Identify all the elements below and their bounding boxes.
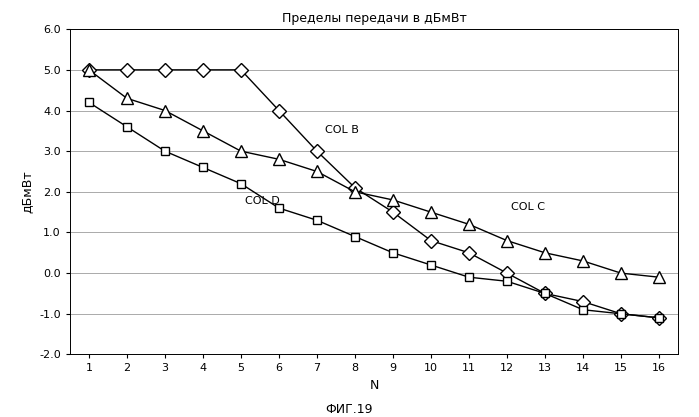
COL D xyxy=(579,307,587,312)
COL D xyxy=(655,315,663,320)
COL C xyxy=(123,96,131,101)
COL B xyxy=(617,311,625,316)
COL C xyxy=(199,128,207,133)
Text: ФИГ.19: ФИГ.19 xyxy=(326,403,373,416)
COL B xyxy=(389,210,397,215)
COL B xyxy=(351,185,359,190)
COL B xyxy=(199,67,207,73)
COL B xyxy=(237,67,245,73)
COL B xyxy=(541,291,549,296)
COL C xyxy=(312,169,321,174)
COL B xyxy=(503,271,511,276)
COL C xyxy=(389,198,397,203)
Text: COL B: COL B xyxy=(324,125,359,135)
COL B xyxy=(161,67,169,73)
COL D xyxy=(541,291,549,296)
COL D xyxy=(351,234,359,239)
COL C xyxy=(541,250,549,255)
Title: Пределы передачи в дБмВт: Пределы передачи в дБмВт xyxy=(282,12,466,25)
COL C xyxy=(351,189,359,194)
COL C xyxy=(161,108,169,113)
Text: COL C: COL C xyxy=(511,202,545,212)
COL B xyxy=(427,238,435,243)
COL C xyxy=(465,222,473,227)
X-axis label: N: N xyxy=(369,379,379,392)
COL D xyxy=(237,181,245,186)
COL B xyxy=(465,250,473,255)
COL D xyxy=(503,279,511,284)
COL B xyxy=(312,149,321,154)
Text: COL D: COL D xyxy=(245,196,280,206)
COL C xyxy=(617,271,625,276)
COL B xyxy=(85,67,93,73)
COL C xyxy=(427,210,435,215)
COL D xyxy=(465,275,473,280)
COL C xyxy=(275,157,283,162)
COL B xyxy=(655,315,663,320)
COL B xyxy=(579,299,587,304)
Line: COL D: COL D xyxy=(85,98,663,322)
COL D xyxy=(389,250,397,255)
COL D xyxy=(85,100,93,105)
COL D xyxy=(199,165,207,170)
COL D xyxy=(617,311,625,316)
COL C xyxy=(237,149,245,154)
COL C xyxy=(503,238,511,243)
COL D xyxy=(123,124,131,129)
Line: COL C: COL C xyxy=(82,64,665,284)
COL D xyxy=(427,263,435,268)
COL D xyxy=(312,218,321,223)
COL C xyxy=(579,259,587,264)
COL C xyxy=(85,67,93,73)
Y-axis label: дБмВт: дБмВт xyxy=(20,171,34,213)
COL B xyxy=(275,108,283,113)
COL D xyxy=(275,206,283,211)
COL B xyxy=(123,67,131,73)
Line: COL B: COL B xyxy=(84,65,664,323)
COL D xyxy=(161,149,169,154)
COL C xyxy=(655,275,663,280)
